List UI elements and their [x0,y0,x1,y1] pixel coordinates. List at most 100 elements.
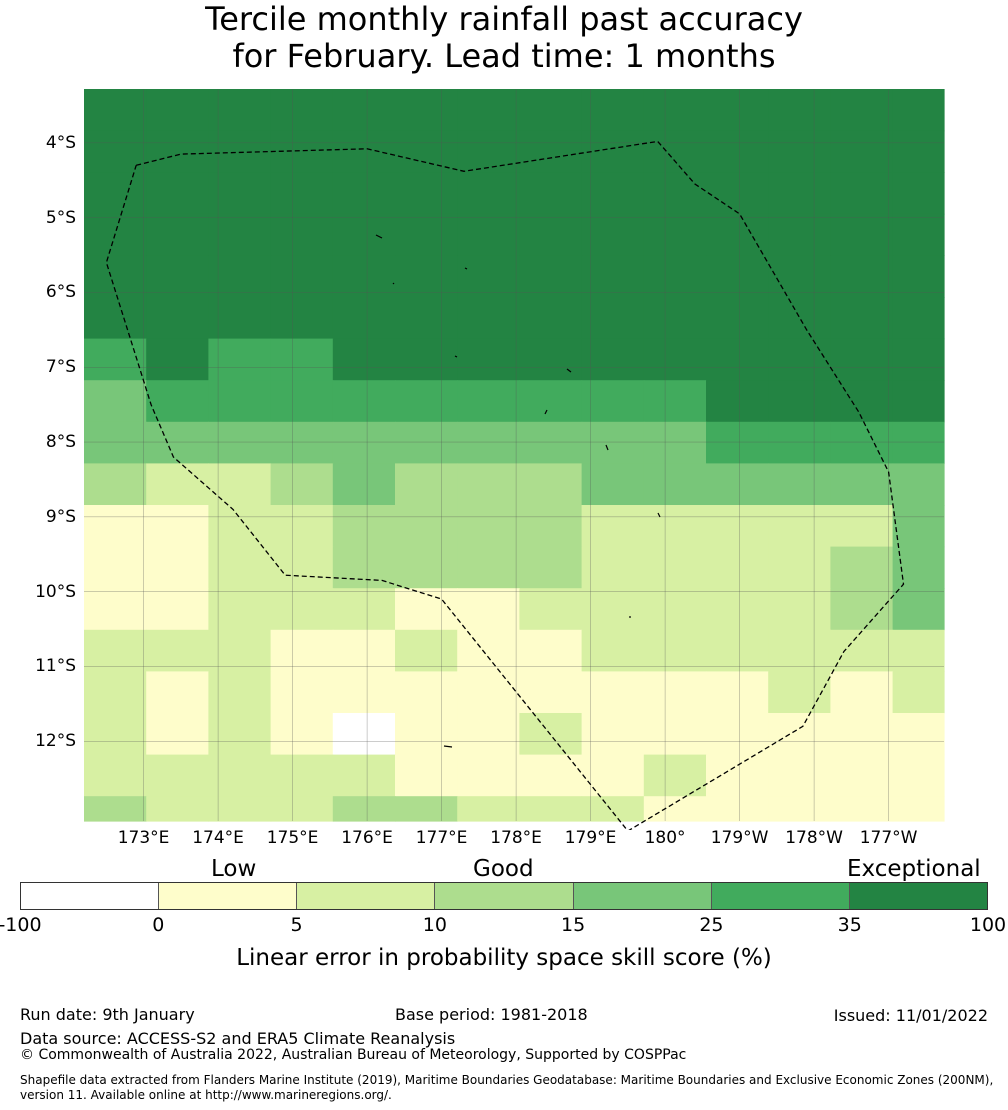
grid-cell [643,297,707,340]
grid-cell [84,89,147,132]
longitude-label: 176°E [341,828,393,848]
grid-cell [332,588,396,631]
colorbar-tick: -100 [0,914,42,936]
grid-cell [270,796,334,822]
grid-cell [830,505,894,548]
grid-cell [457,671,520,714]
grid-cell [208,297,272,340]
grid-cell [332,130,396,173]
grid-cell [581,546,645,589]
grid-cell [208,89,272,132]
grid-cell [643,89,707,132]
grid-cell [270,463,334,506]
grid-cell [581,255,645,298]
grid-cell [581,796,645,822]
grid-cell [768,130,831,173]
grid-cell [84,713,147,756]
grid-cell [208,463,272,506]
grid-cell [395,671,458,714]
grid-cell [457,130,520,173]
grid-cell [146,297,209,340]
grid-cell [643,671,707,714]
grid-cell [519,505,583,548]
grid-cell [643,546,707,589]
island-outline [605,444,609,451]
grid-cell [146,130,209,173]
grid-cell [768,380,831,423]
grid-cell [208,546,272,589]
grid-cell [706,380,769,423]
islands [375,234,661,748]
grid-cell [457,796,520,822]
grid-cell [146,463,209,506]
grid-cell [519,796,583,822]
grid-cell [208,421,272,464]
grid-cell [643,713,707,756]
colorbar-segment [711,883,850,909]
grid-cell [84,172,147,215]
grid-cell [706,754,769,797]
grid-cell [457,754,520,797]
grid-cell [581,629,645,672]
grid-cell [84,796,147,822]
grid-cell [332,671,396,714]
grid-cell [270,213,334,256]
grid-cell [270,588,334,631]
grid-cell [830,130,894,173]
longitude-label: 178°E [490,828,542,848]
longitude-label: 178°W [785,828,843,848]
grid-cell [146,671,209,714]
grid-cell [519,754,583,797]
grid-cell [768,421,831,464]
grid-cell [84,297,147,340]
grid-cell [208,338,272,381]
grid-cell [706,629,769,672]
colorbar-tick: 15 [561,914,586,936]
grid-cell [146,338,209,381]
grid-cell [768,338,831,381]
grid-cell [84,588,147,631]
grid-cell [519,671,583,714]
grid-cell [395,754,458,797]
grid-cell [332,505,396,548]
grid-cell [892,338,945,381]
grid-cell [892,463,945,506]
grid-cell [457,629,520,672]
grid-cell [643,796,707,822]
grid-cell [643,255,707,298]
colorbar-segment [21,883,160,909]
longitude-label: 174°E [192,828,244,848]
latitude-label: 10°S [35,581,76,602]
grid-cell [830,421,894,464]
grid-cell [457,546,520,589]
island-outline [454,355,458,358]
island-outline [375,234,383,239]
grid-cell [457,255,520,298]
grid-cell [892,505,945,548]
issued-date: Issued: 11/01/2022 [833,1006,988,1025]
grid-cell [84,629,147,672]
grid-cell [146,796,209,822]
grid-cell [332,713,396,756]
longitude-label: 173°E [117,828,170,848]
category-exceptional: Exceptional [847,856,981,882]
colorbar-tick: 100 [969,914,1007,936]
copyright-notice: © Commonwealth of Australia 2022, Austra… [20,1047,687,1063]
grid-cell [768,713,831,756]
grid-cell [332,796,396,822]
grid-cell [457,338,520,381]
grid-cell [581,338,645,381]
grid-cell [581,380,645,423]
colorbar-segment [159,883,298,909]
data-source: Data source: ACCESS-S2 and ERA5 Climate … [20,1029,456,1048]
grid-cell [395,130,458,173]
latitude-label: 8°S [45,432,76,453]
grid-cell [395,421,458,464]
grid-cell [270,713,334,756]
grid-cell [830,754,894,797]
latitude-label: 11°S [35,656,76,677]
grid-cell [892,671,945,714]
grid-cell [768,213,831,256]
grid-cell [830,380,894,423]
grid-cell [395,172,458,215]
